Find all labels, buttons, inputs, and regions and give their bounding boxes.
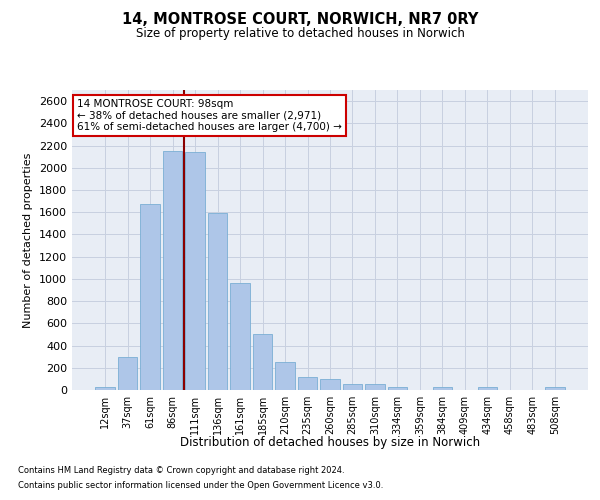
Bar bbox=[208, 214, 227, 390]
Text: 14, MONTROSE COURT, NORWICH, NR7 0RY: 14, MONTROSE COURT, NORWICH, NR7 0RY bbox=[122, 12, 478, 28]
Bar bbox=[275, 362, 295, 390]
Bar bbox=[478, 387, 497, 390]
Bar bbox=[320, 379, 340, 390]
Bar bbox=[343, 384, 362, 390]
Bar bbox=[298, 376, 317, 390]
Text: Distribution of detached houses by size in Norwich: Distribution of detached houses by size … bbox=[180, 436, 480, 449]
Bar bbox=[118, 356, 137, 390]
Text: 14 MONTROSE COURT: 98sqm
← 38% of detached houses are smaller (2,971)
61% of sem: 14 MONTROSE COURT: 98sqm ← 38% of detach… bbox=[77, 99, 342, 132]
Bar bbox=[253, 334, 272, 390]
Bar bbox=[140, 204, 160, 390]
Bar bbox=[365, 384, 385, 390]
Bar bbox=[230, 284, 250, 390]
Text: Contains HM Land Registry data © Crown copyright and database right 2024.: Contains HM Land Registry data © Crown c… bbox=[18, 466, 344, 475]
Y-axis label: Number of detached properties: Number of detached properties bbox=[23, 152, 34, 328]
Bar bbox=[185, 152, 205, 390]
Bar bbox=[545, 387, 565, 390]
Text: Size of property relative to detached houses in Norwich: Size of property relative to detached ho… bbox=[136, 28, 464, 40]
Bar bbox=[433, 386, 452, 390]
Text: Contains public sector information licensed under the Open Government Licence v3: Contains public sector information licen… bbox=[18, 481, 383, 490]
Bar bbox=[163, 151, 182, 390]
Bar bbox=[388, 386, 407, 390]
Bar bbox=[95, 387, 115, 390]
